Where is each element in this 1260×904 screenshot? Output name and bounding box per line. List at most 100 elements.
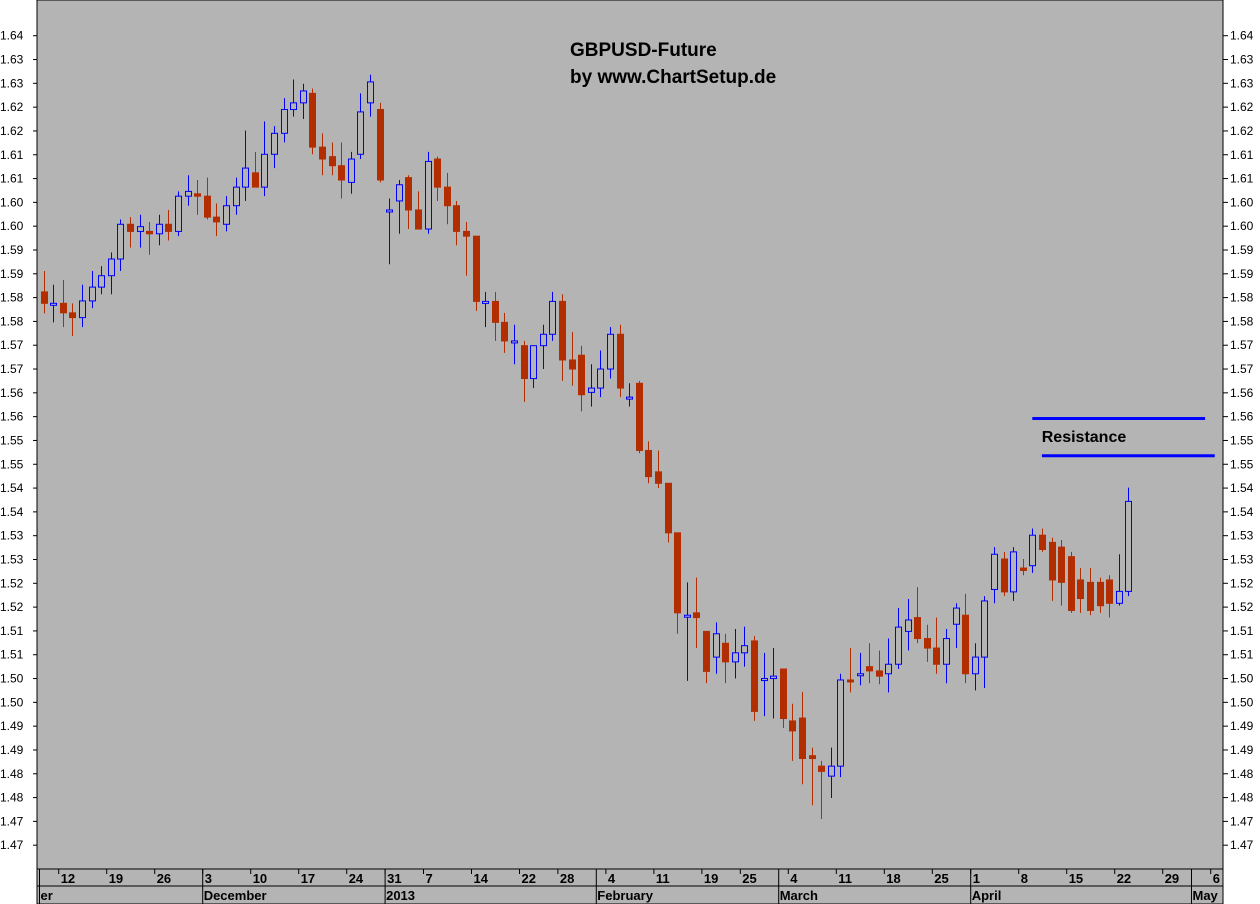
candle-body: [98, 275, 105, 288]
y-tick-label-left: 1.56: [0, 386, 24, 400]
candle: [761, 652, 768, 717]
y-tick-label-right: 1.53: [1230, 552, 1254, 566]
candle-body: [367, 81, 374, 104]
y-tick-label-right: 1.60: [1230, 195, 1254, 209]
candle-body: [1058, 546, 1065, 583]
candle: [146, 221, 153, 255]
x-day-label: 22: [1117, 871, 1131, 886]
y-tick-label-left: 1.52: [0, 600, 24, 614]
candle-body: [1039, 534, 1046, 550]
candle: [137, 214, 144, 248]
candle-body: [588, 387, 595, 393]
y-tick-label-left: 1.61: [0, 172, 24, 186]
candle-body: [540, 333, 547, 347]
x-day-label: 31: [387, 871, 401, 886]
x-day-label: 3: [205, 871, 212, 886]
candle: [165, 209, 172, 241]
candle-body: [271, 132, 278, 155]
candle: [751, 636, 758, 721]
x-month-label: December: [204, 888, 267, 903]
y-tick-label-right: 1.57: [1230, 338, 1254, 352]
candle: [1001, 551, 1008, 597]
y-tick-label-left: 1.52: [0, 576, 24, 590]
candle: [108, 252, 115, 295]
candle-body: [636, 382, 643, 451]
candle-body: [137, 226, 144, 232]
y-tick-label-left: 1.54: [0, 505, 24, 519]
y-tick-label-left: 1.48: [0, 767, 24, 781]
y-tick-label-right: 1.47: [1230, 838, 1254, 852]
candle-body: [607, 333, 614, 370]
candle-body: [684, 614, 691, 618]
candle: [578, 345, 585, 412]
candle-body: [405, 177, 412, 211]
x-day-label: 29: [1165, 871, 1179, 886]
candle: [741, 626, 748, 667]
y-tick-label-right: 1.54: [1230, 505, 1254, 519]
candle: [962, 593, 969, 684]
candle-body: [799, 717, 806, 760]
x-month-label: April: [972, 888, 1002, 903]
candle-body: [693, 612, 700, 619]
y-tick-label-right: 1.48: [1230, 791, 1254, 805]
candle: [290, 79, 297, 117]
candle: [1068, 551, 1075, 613]
y-tick-label-left: 1.50: [0, 695, 24, 709]
candle: [703, 630, 710, 684]
candle: [991, 547, 998, 604]
candle: [1020, 559, 1027, 576]
candle-body: [722, 642, 729, 663]
y-tick-label-right: 1.57: [1230, 362, 1254, 376]
candle-body: [473, 235, 480, 302]
candle-body: [127, 223, 134, 232]
candle-body: [185, 190, 192, 197]
y-tick-label-right: 1.61: [1230, 172, 1254, 186]
candle-body: [41, 291, 48, 304]
candle-body: [1049, 541, 1056, 581]
candle-body: [559, 300, 566, 361]
candle-body: [780, 668, 787, 720]
candle-body: [857, 673, 864, 677]
y-tick-label-left: 1.54: [0, 481, 24, 495]
candle: [809, 747, 816, 806]
candle: [981, 596, 988, 689]
y-tick-label-left: 1.53: [0, 552, 24, 566]
candle: [319, 133, 326, 176]
candle: [463, 221, 470, 276]
candle-body: [837, 679, 844, 767]
candle: [722, 633, 729, 684]
candle: [415, 191, 422, 230]
candle: [338, 142, 345, 199]
x-day-label: 25: [742, 871, 756, 886]
candle-body: [972, 656, 979, 675]
candle: [521, 340, 528, 402]
y-tick-label-left: 1.63: [0, 53, 24, 67]
candle-body: [665, 482, 672, 534]
x-month-label: February: [597, 888, 653, 903]
candle: [540, 324, 547, 370]
candle-body: [674, 532, 681, 614]
x-day-label: 4: [608, 871, 616, 886]
candle: [425, 151, 432, 234]
candle: [213, 203, 220, 237]
candle-body: [1116, 590, 1123, 604]
y-tick-label-right: 1.54: [1230, 481, 1254, 495]
candle-body: [645, 449, 652, 478]
x-day-label: 22: [522, 871, 536, 886]
candle: [194, 179, 201, 215]
x-day-label: 25: [934, 871, 948, 886]
candle: [98, 266, 105, 295]
candle-body: [281, 109, 288, 134]
candle-body: [252, 172, 259, 188]
candle-body: [530, 345, 537, 380]
y-tick-label-right: 1.56: [1230, 410, 1254, 424]
y-tick-label-right: 1.59: [1230, 267, 1254, 281]
candle: [1010, 547, 1017, 601]
x-axis-month-strip: [36, 885, 1224, 904]
candle-body: [895, 626, 902, 665]
candle-body: [108, 258, 115, 277]
candle: [924, 624, 931, 662]
y-tick-label-right: 1.62: [1230, 124, 1254, 138]
candle: [905, 599, 912, 651]
y-tick-label-left: 1.59: [0, 267, 24, 281]
